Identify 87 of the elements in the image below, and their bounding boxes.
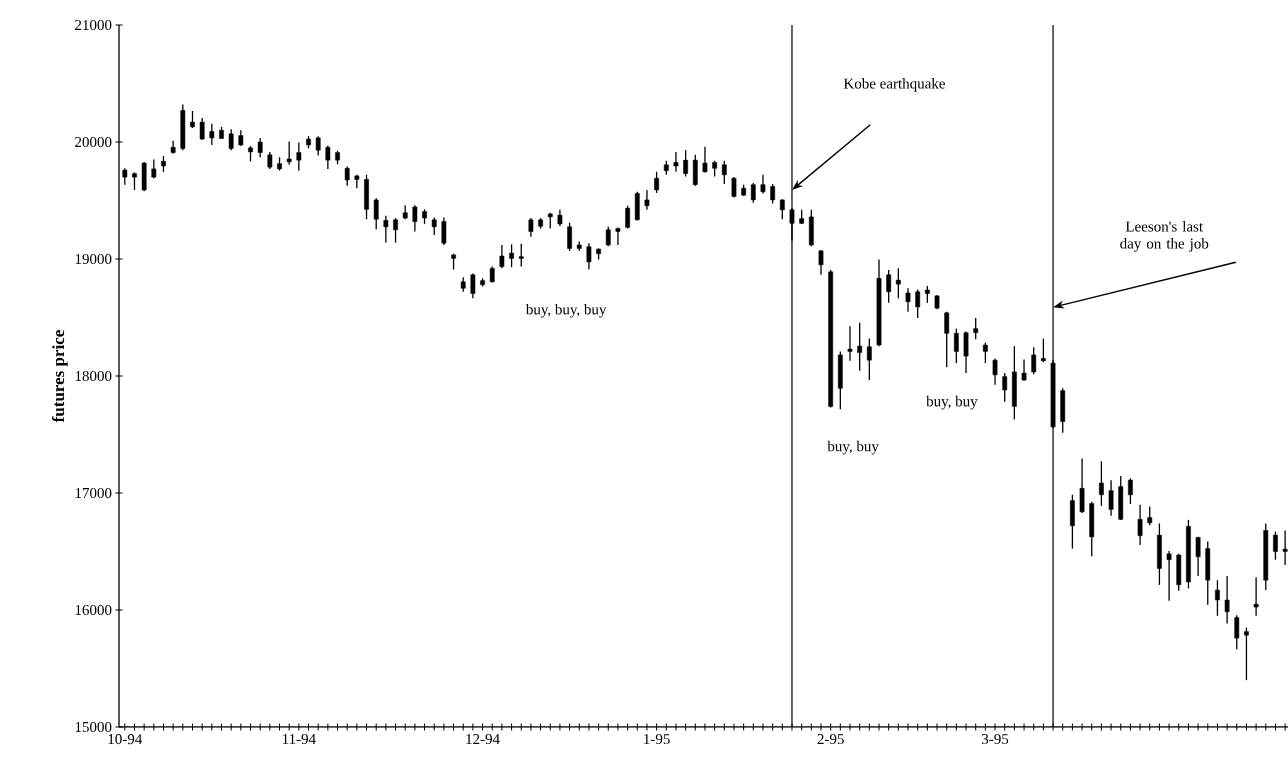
annotation: buy, buy, buy xyxy=(525,303,607,318)
candlestick xyxy=(1166,550,1172,602)
candlestick xyxy=(1021,358,1027,382)
candlestick xyxy=(1031,346,1037,375)
annotation: buy, buy xyxy=(827,440,879,455)
candlestick xyxy=(1253,576,1259,617)
candlestick xyxy=(209,123,215,146)
candlestick xyxy=(567,222,572,252)
y-tick-label: 20000 xyxy=(75,136,112,148)
candlestick xyxy=(1147,505,1153,526)
annotation: Kobe earthquake xyxy=(843,78,945,92)
candlestick xyxy=(1099,460,1104,507)
candlestick xyxy=(760,174,766,195)
candlestick xyxy=(895,267,901,299)
x-tick-label: 10-94 xyxy=(108,734,143,745)
candlestick xyxy=(354,174,360,189)
candlestick xyxy=(982,342,988,364)
y-tick-label: 21000 xyxy=(75,19,112,31)
candlestick xyxy=(963,330,969,374)
y-tick-label: 19000 xyxy=(75,253,112,265)
y-tick-label: 18000 xyxy=(75,370,112,382)
candlestick xyxy=(953,327,959,364)
x-tick-label: 11-94 xyxy=(282,734,316,745)
x-tick-label: 1-95 xyxy=(644,734,670,745)
candlestick xyxy=(625,205,630,230)
candlestick xyxy=(944,311,950,368)
candlestick xyxy=(1273,530,1278,561)
candlestick xyxy=(228,128,234,151)
candlestick xyxy=(644,189,650,211)
candlestick xyxy=(992,357,998,386)
candlestick xyxy=(383,215,389,244)
y-tick-label: 17000 xyxy=(75,487,112,499)
x-tick-label: 12-94 xyxy=(466,734,500,745)
y-axis-title: futures price xyxy=(52,330,68,423)
candlestick xyxy=(1234,614,1240,650)
x-tick-label: 3-95 xyxy=(982,734,1009,745)
candlestick xyxy=(315,135,321,157)
candlestick xyxy=(1282,529,1288,566)
candlestick xyxy=(973,317,979,340)
candlestick xyxy=(518,243,524,268)
candlestick xyxy=(393,217,398,244)
candlestick xyxy=(750,182,756,204)
annotation: Leeson's last day on the job xyxy=(1120,221,1209,252)
candlestick xyxy=(344,165,350,187)
candlestick xyxy=(373,197,379,230)
y-tick-label: 16000 xyxy=(75,604,112,616)
candlestick xyxy=(286,140,292,166)
candlestick xyxy=(1137,504,1143,546)
candlestick xyxy=(905,287,911,313)
candlestick xyxy=(731,176,737,199)
candlestick xyxy=(586,242,592,271)
candlestick xyxy=(886,269,892,304)
candlestick xyxy=(702,146,708,174)
candlestick xyxy=(412,204,418,233)
candlestick xyxy=(866,337,872,381)
candlestick xyxy=(1224,575,1230,625)
candlestick xyxy=(1215,579,1220,617)
candlestick xyxy=(441,216,447,246)
candlestick xyxy=(296,141,302,172)
candlestick xyxy=(1128,477,1133,505)
x-tick-label: 2-95 xyxy=(817,734,844,745)
candlestick xyxy=(1002,372,1008,403)
candlestick xyxy=(257,137,263,158)
y-tick-label: 15000 xyxy=(75,721,112,733)
candlestick xyxy=(1079,457,1085,514)
candlestick xyxy=(615,226,621,246)
candlestick xyxy=(847,325,853,362)
candlestick xyxy=(528,217,534,238)
candlestick xyxy=(1108,479,1114,517)
candlestick xyxy=(915,288,921,319)
candlestick xyxy=(470,272,476,299)
candlestick xyxy=(654,171,659,194)
annotation: buy, buy xyxy=(926,395,978,410)
candlestick xyxy=(509,243,514,268)
candlestick xyxy=(199,117,205,141)
candlestick xyxy=(779,198,785,220)
candlestick xyxy=(1244,626,1249,681)
candlestick xyxy=(673,151,679,173)
candlestick xyxy=(499,244,505,270)
candlestick xyxy=(857,322,863,372)
candlestick xyxy=(770,183,776,205)
candlestick xyxy=(818,249,824,276)
candlestick xyxy=(1195,536,1201,577)
candlestick xyxy=(683,149,688,178)
candlestick xyxy=(325,144,331,170)
candlestick xyxy=(1041,337,1046,363)
candlestick xyxy=(721,160,727,185)
